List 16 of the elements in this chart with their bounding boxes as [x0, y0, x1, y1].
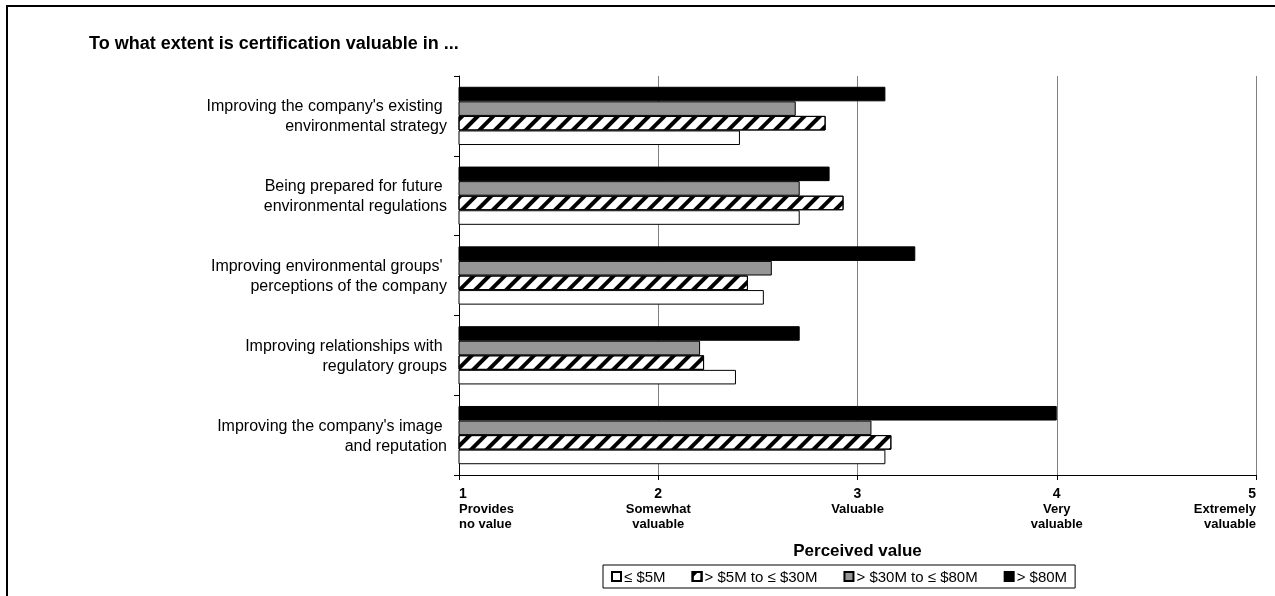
x-tick-label: 3 Valuable [831, 485, 884, 516]
y-tick-label: Improving the company's image and reputation [217, 416, 447, 454]
y-tick-label: Improving relationships with regulatory groups [245, 336, 447, 374]
legend-label: > $30M to ≤ $80M [856, 568, 978, 585]
x-tick-label: 4 Very valuable [1030, 485, 1083, 531]
x-tick-label: 5 Extremely valuable [1193, 485, 1257, 531]
x-tick-label: 2 Somewhat valuable [625, 485, 692, 531]
legend-label: ≤ $5M [624, 568, 666, 585]
legend-label: > $5M to ≤ $30M [704, 568, 818, 585]
x-tick-label: 1 Provides no value [459, 485, 514, 531]
y-tick-label: Improving the company's existing environmental strategy [206, 97, 447, 135]
legend-label: > $80M [1016, 568, 1068, 585]
x-axis-title: Perceived value [793, 541, 922, 560]
y-tick-label: Improving environmental groups' perceptions of the company [210, 257, 447, 294]
y-tick-label: Being prepared for future environmental regulations [263, 177, 447, 215]
text: To what extent is certification valuable in ... [89, 33, 459, 53]
